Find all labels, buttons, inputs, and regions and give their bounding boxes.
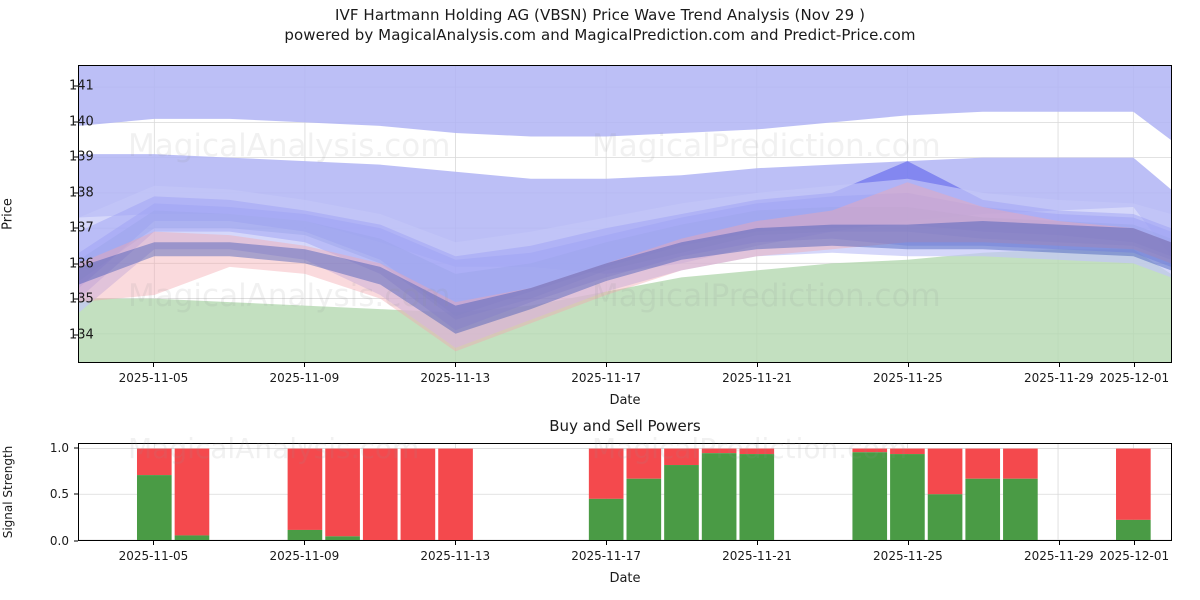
sell-power-bar [362,448,398,540]
page-title: IVF Hartmann Holding AG (VBSN) Price Wav… [0,5,1200,45]
buy-power-bar [287,529,323,540]
main-y-tick-mark [74,121,78,123]
lower-x-tick-mark [606,541,608,545]
buy-sell-powers-plot-area [78,443,1172,541]
main-x-tick-label: 2025-11-25 [873,371,943,385]
lower-x-tick-label: 2025-11-05 [118,549,189,563]
sell-power-bar [927,448,963,495]
main-y-tick-mark [74,192,78,194]
sell-power-bar [1116,448,1151,520]
main-x-tick-mark [757,363,759,367]
lower-y-tick-mark [74,493,78,495]
main-x-tick-mark [1058,363,1060,367]
main-x-tick-label: 2025-11-21 [722,371,792,385]
sell-power-bar [890,448,925,455]
sell-power-bar [287,448,323,530]
buy-power-bar [325,536,360,540]
lower-x-tick-label: 2025-11-17 [571,549,641,563]
main-x-tick-mark [455,363,457,367]
buy-power-bar [1116,519,1151,540]
main-y-tick-mark [74,85,78,87]
wave-band-lower-green-band [79,249,1171,362]
buy-power-bar [174,535,210,540]
buy-power-bar [664,465,699,540]
lower-y-tick-label: 0.5 [49,487,69,502]
lower-x-tick-mark [455,541,457,545]
buy-sell-powers-title: Buy and Sell Powers [549,417,701,435]
wave-band-wave-pink-band [79,182,1171,352]
lower-x-tick-mark [757,541,759,545]
main-y-tick-mark [74,156,78,158]
sell-power-bar [965,448,1001,479]
buy-power-bar [965,478,1001,540]
main-x-tick-label: 2025-11-09 [269,371,340,385]
wave-band-wave-dark-accent [79,221,1171,334]
lower-x-tick-label: 2025-11-21 [722,549,792,563]
sell-power-bar [325,448,360,537]
wave-band-outer-upper-blue-band [79,66,1171,140]
price-wave-plot-area [78,65,1172,363]
wave-band-wave-pale-blue-outer [79,178,1171,348]
sell-power-bar [136,448,172,476]
buy-power-bar [890,454,925,540]
main-x-tick-mark [907,363,909,367]
sell-power-bar [664,448,699,466]
main-x-tick-label: 2025-11-29 [1023,371,1094,385]
buy-power-bar [1003,478,1038,540]
main-x-tick-mark [1134,363,1136,367]
sell-power-bar [1003,448,1038,479]
lower-x-axis-label: Date [609,571,641,586]
lower-x-tick-mark [153,541,155,545]
sell-power-bar [400,448,436,540]
lower-x-tick-label: 2025-11-09 [269,549,340,563]
lower-y-axis-label: Signal Strength [1,445,15,539]
sell-power-bar [438,448,473,540]
lower-x-tick-label: 2025-11-29 [1023,549,1094,563]
lower-x-tick-mark [1134,541,1136,545]
main-x-tick-mark [606,363,608,367]
sell-power-bar [174,448,210,536]
title-line-1: IVF Hartmann Holding AG (VBSN) Price Wav… [334,6,866,24]
lower-x-tick-label: 2025-11-25 [873,549,943,563]
buy-power-bar [588,498,624,540]
buy-power-bar [739,454,775,540]
buy-power-bar [626,478,662,540]
price-wave-svg [79,66,1171,362]
lower-x-tick-mark [1058,541,1060,545]
lower-y-tick-mark [74,540,78,542]
sell-power-bar [626,448,662,479]
sell-power-bar [588,448,624,499]
sell-power-bar [852,448,888,453]
buy-sell-powers-svg [79,444,1171,540]
lower-x-tick-mark [907,541,909,545]
main-x-tick-label: 2025-11-05 [118,371,189,385]
buy-power-bar [852,452,888,540]
main-y-tick-mark [74,263,78,265]
main-x-axis-label: Date [609,393,641,408]
lower-x-tick-label: 2025-11-13 [420,549,491,563]
sell-power-bar [701,448,737,454]
main-x-tick-mark [153,363,155,367]
lower-x-tick-mark [304,541,306,545]
main-x-tick-label: 2025-12-01 [1099,371,1170,385]
main-y-axis-label: Price [0,198,16,230]
main-y-tick-mark [74,298,78,300]
main-y-tick-mark [74,334,78,336]
buy-power-bar [927,494,963,540]
buy-power-bar [136,475,172,540]
lower-y-tick-label: 1.0 [49,440,69,455]
sell-power-bar [739,448,775,455]
buy-power-bar [701,453,737,540]
title-line-2: powered by MagicalAnalysis.com and Magic… [284,26,916,44]
lower-y-tick-label: 0.0 [49,534,69,548]
main-x-tick-label: 2025-11-17 [571,371,641,385]
main-x-tick-label: 2025-11-13 [420,371,491,385]
main-x-tick-mark [304,363,306,367]
main-y-tick-mark [74,227,78,229]
lower-y-tick-mark [74,447,78,449]
lower-x-tick-label: 2025-12-01 [1099,549,1170,563]
